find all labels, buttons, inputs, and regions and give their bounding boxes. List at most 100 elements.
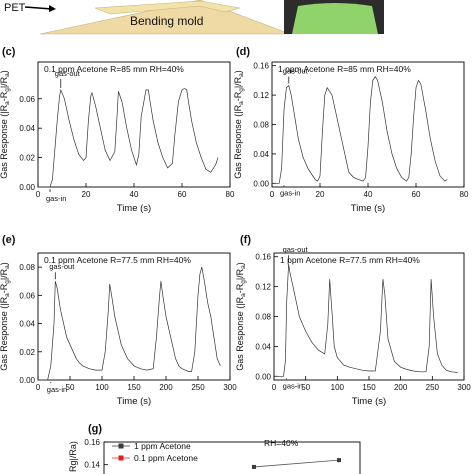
y-tick-label: 0.00 [19, 183, 35, 192]
y-axis-label: Gas Response (|Ra-Rg|/Ra) [0, 70, 11, 179]
legend-marker [118, 443, 124, 449]
y-axis-label: Gas Response (|Ra-Rg|/Ra) [0, 262, 11, 371]
y-axis-label-part: ) [233, 70, 243, 73]
y-axis-label-part: a [4, 73, 11, 77]
y-axis-label-part: -R [0, 283, 9, 293]
y-tick-label: 0.00 [253, 179, 269, 188]
y-axis-label-part: -R [235, 283, 245, 293]
y-tick-label: 0.02 [19, 348, 35, 357]
panel-annotation: 0.1 ppm Acetone R=85 mm RH=40% [44, 64, 184, 74]
x-tick-label: 60 [178, 190, 187, 199]
x-tick-label: 100 [95, 383, 109, 392]
series-line [38, 88, 219, 188]
y-axis-label-part: a [4, 293, 11, 297]
gas-out-label: gas-out [283, 67, 309, 76]
legend-marker [118, 455, 124, 461]
plot-frame [37, 61, 231, 188]
chart-panel-e: (e) 0.1 ppm Acetone R=77.5 mm RH=40% 0 50 10… [0, 234, 237, 407]
y-axis-label-part: ) [0, 70, 9, 73]
x-tick-label: 50 [66, 383, 75, 392]
series-line [253, 459, 340, 468]
y-axis-label-part: a [4, 265, 11, 269]
y-axis-label-part: Gas Response (|R [0, 104, 9, 178]
y-axis-label-part: ) [0, 262, 9, 265]
y-axis-label-part: g [238, 88, 245, 92]
x-tick-label: 0 [36, 383, 41, 392]
x-tick-label: 300 [223, 383, 237, 392]
y-tick-label: 0.12 [255, 283, 271, 292]
panel-label: (g) [88, 423, 102, 435]
y-tick-label: 0.16 [84, 438, 100, 447]
y-tick-label: 0.06 [19, 291, 35, 300]
pet-arrow [24, 6, 53, 10]
gas-out-label: gas-out [283, 245, 309, 254]
x-tick-label: 150 [127, 383, 141, 392]
y-axis-label-part: a [240, 265, 247, 269]
x-tick-label: 80 [226, 190, 235, 199]
y-axis-label-part: |/R [235, 268, 245, 280]
mold-label: Bending mold [130, 14, 203, 28]
chart-panel-d: (d) 1 ppm Acetone R=85 mm RH=40% 0 20 40 60 80… [233, 46, 469, 214]
plot-frame [271, 61, 465, 188]
x-tick-label: 40 [130, 190, 139, 199]
y-tick-label: 0.14 [84, 461, 100, 470]
pet-arrow-head [49, 5, 56, 12]
y-tick-label: 0.16 [255, 253, 271, 262]
panel-annotation: RH=40% [264, 438, 299, 448]
y-tick-label: 0.04 [19, 124, 35, 133]
y-axis-label-part: |/R [0, 268, 9, 280]
x-tick-label: 100 [331, 383, 345, 392]
x-tick-label: 250 [426, 383, 440, 392]
panel-annotation: 0.1 ppm Acetone R=77.5 mm RH=40% [44, 255, 191, 265]
y-axis-label: Gas Response (|Ra-Rg|/Ra) [233, 70, 245, 179]
data-point [337, 458, 341, 463]
y-tick-label: 0.16 [253, 62, 269, 71]
top-strip: PET Bending mold [4, 0, 384, 35]
panel-label: (f) [240, 234, 251, 246]
panel-label: (e) [2, 234, 16, 246]
sensor-photo-film [292, 3, 378, 34]
gas-in-label: gas-in [47, 385, 67, 394]
y-tick-label: 0.00 [255, 372, 271, 381]
y-tick-label: 0.08 [19, 263, 35, 272]
gas-out-label: gas-out [55, 69, 81, 78]
y-tick-label: 0.04 [19, 320, 35, 329]
x-tick-label: 0 [36, 190, 41, 199]
x-tick-label: 20 [316, 190, 325, 199]
x-tick-label: 250 [191, 383, 205, 392]
y-axis-label-part: a [238, 73, 245, 77]
y-tick-label: 0.04 [253, 150, 269, 159]
y-tick-label: 0.02 [19, 154, 35, 163]
legend-label: 0.1 ppm Acetone [134, 453, 198, 463]
x-tick-label: 200 [394, 383, 408, 392]
gas-in-label: gas-in [280, 188, 300, 197]
y-axis-label-part: Gas Response (|R [233, 104, 243, 178]
x-tick-label: 60 [412, 190, 421, 199]
gas-in-label: gas-in [46, 194, 66, 203]
pet-label: PET [4, 2, 26, 14]
gas-out-label: gas-out [49, 262, 75, 271]
y-tick-label: 0.00 [19, 376, 35, 385]
y-axis-label-part: Gas Response (|R [235, 296, 245, 370]
series-line [272, 76, 448, 184]
y-tick-label: 0.08 [253, 121, 269, 130]
panel-annotation: 1 ppm Acetone R=77.5 mm RH=40% [280, 255, 420, 265]
y-tick-label: 0.12 [253, 91, 269, 100]
chart-panel-c: (c) 0.1 ppm Acetone R=85 mm RH=40% 0 20 40 60… [0, 46, 235, 214]
x-axis-label: Time (s) [352, 396, 386, 407]
panel-label: (c) [2, 46, 16, 58]
data-point [252, 464, 256, 469]
plot-frame [103, 441, 361, 474]
y-tick-label: 0.04 [255, 342, 271, 351]
y-axis-label-part: g [4, 88, 11, 92]
x-tick-label: 20 [82, 190, 91, 199]
series-line [274, 264, 458, 377]
x-tick-label: 0 [270, 190, 275, 199]
y-tick-label: 0.06 [19, 95, 35, 104]
chart-panel-f: (f) 1 ppm Acetone R=77.5 mm RH=40% 0 50 100 1… [235, 234, 471, 407]
plot-frame [37, 252, 231, 381]
y-axis-label-part: |/R [233, 76, 243, 88]
y-axis-label: Rg|/Ra) [68, 441, 78, 472]
x-tick-label: 0 [272, 383, 277, 392]
panel-annotation: 1 ppm Acetone R=85 mm RH=40% [278, 64, 411, 74]
